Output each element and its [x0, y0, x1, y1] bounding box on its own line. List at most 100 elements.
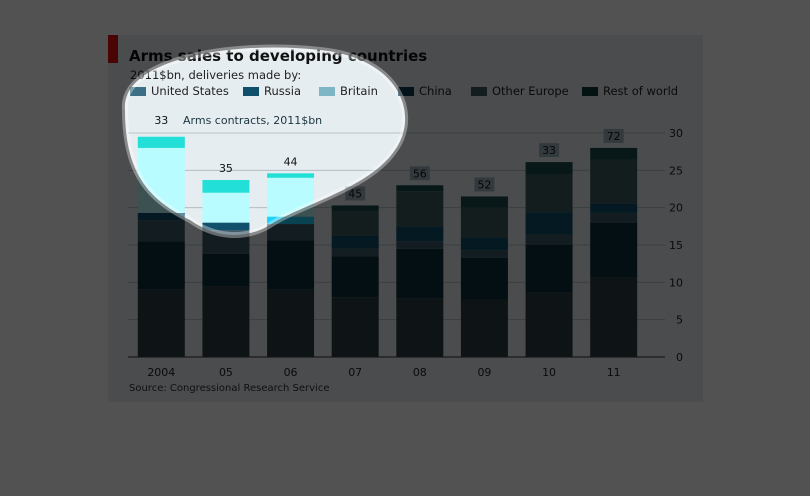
bar-segment-other-europe [396, 248, 444, 299]
legend-swatch [471, 87, 487, 96]
bar-segment-rest-of-world [460, 299, 508, 357]
bar-segment-russia [137, 147, 185, 213]
bar-segment-russia [202, 192, 250, 223]
bar-segment-united-states [525, 162, 573, 175]
legend: United States Russia Britain China Other Eur… [130, 84, 690, 99]
bar-segment-britain [525, 212, 573, 235]
x-tick-label: 08 [413, 366, 427, 379]
bar-segment-china [525, 234, 573, 245]
bar-segment-rest-of-world [525, 292, 573, 357]
bar-segment-other-europe [331, 256, 379, 298]
y-tick-label: 10 [669, 276, 683, 289]
y-tick-label: 25 [669, 164, 683, 177]
contract-value-label: 35 [219, 162, 233, 175]
x-tick-label: 06 [284, 366, 298, 379]
x-tick-label: 10 [542, 366, 556, 379]
bar-segment-britain [202, 222, 250, 231]
bar-segment-russia [590, 159, 638, 204]
bar-segment-china [331, 248, 379, 257]
y-tick-label: 0 [676, 351, 683, 364]
legend-swatch [319, 87, 335, 96]
bar-segment-china [202, 230, 250, 254]
bar-stack-05 [202, 180, 250, 357]
bar-segment-united-states [460, 196, 508, 208]
bar-segment-russia [331, 211, 379, 236]
bar-segment-other-europe [460, 257, 508, 300]
bar-segment-other-europe [590, 222, 638, 278]
contract-value-label: 72 [607, 130, 621, 143]
legend-label: United States [151, 84, 229, 98]
chart-title: Arms sales to developing countries [129, 47, 428, 65]
source-note: Source: Congressional Research Service [129, 383, 330, 394]
legend-swatch [243, 87, 259, 96]
bar-segment-china [396, 241, 444, 249]
bar-stack-11 [590, 147, 638, 357]
legend-label: Britain [340, 84, 378, 98]
bar-stack-07 [331, 205, 379, 357]
contract-value-label: 33 [154, 114, 168, 127]
contract-value-label: 56 [413, 167, 427, 180]
chart-subtitle: 2011$bn, deliveries made by: [130, 68, 302, 82]
x-axis-labels: 2004 05 06 07 08 09 10 11 [147, 366, 620, 379]
legend-swatch [582, 87, 598, 96]
y-axis-tick-labels: 0 5 10 15 20 25 30 [669, 127, 683, 364]
bar-segment-united-states [396, 185, 444, 192]
legend-label: Rest of world [603, 84, 679, 98]
bar-segment-united-states [202, 180, 250, 193]
bar-segment-china [267, 224, 315, 241]
x-tick-label: 07 [348, 366, 362, 379]
y-tick-label: 20 [669, 202, 683, 215]
bar-segment-britain [137, 212, 185, 221]
bar-segment-china [460, 250, 508, 258]
bar-segment-russia [267, 177, 315, 217]
bar-stack-10 [525, 162, 573, 357]
bar-segment-rest-of-world [137, 289, 185, 357]
bar-segment-united-states [331, 205, 379, 212]
bar-segment-united-states [137, 136, 185, 148]
contract-value-label: 44 [284, 155, 298, 168]
y-tick-label: 5 [676, 314, 683, 327]
bar-stack-2004 [137, 136, 185, 357]
bar-segment-other-europe [525, 245, 573, 293]
contract-value-label: 33 [542, 144, 556, 157]
bar-segment-united-states [590, 147, 638, 160]
y-tick-label: 15 [669, 239, 683, 252]
legend-label: Other Europe [492, 84, 569, 98]
bar-segment-other-europe [267, 240, 315, 290]
bar-segment-russia [525, 174, 573, 213]
bar-segment-britain [590, 203, 638, 213]
bar-segment-russia [396, 191, 444, 227]
bar-segment-rest-of-world [590, 277, 638, 357]
bar-stack-08 [396, 185, 444, 357]
bar-segment-other-europe [202, 253, 250, 287]
bar-segment-rest-of-world [267, 289, 315, 357]
legend-label: Russia [264, 84, 301, 98]
bar-segment-britain [331, 235, 379, 249]
bar-segment-china [590, 212, 638, 223]
bar-segment-britain [267, 216, 315, 225]
bar-segment-rest-of-world [396, 298, 444, 357]
bar-stack-09 [460, 196, 508, 357]
contract-value-label: 45 [348, 187, 362, 200]
y-tick-label: 30 [669, 127, 683, 140]
legend-label: China [419, 84, 452, 98]
contract-value-label: 52 [477, 178, 491, 191]
x-tick-label: 05 [219, 366, 233, 379]
x-tick-label: 2004 [147, 366, 175, 379]
legend-swatch [398, 87, 414, 96]
bar-segment-rest-of-world [331, 297, 379, 357]
bar-stacks [137, 136, 638, 357]
bar-segment-china [137, 220, 185, 242]
bar-stack-06 [267, 173, 315, 357]
bar-segment-russia [460, 207, 508, 238]
bar-segment-britain [460, 237, 508, 251]
contracts-heading: Arms contracts, 2011$bn [183, 114, 322, 127]
bar-segment-britain [396, 226, 444, 242]
x-tick-label: 09 [477, 366, 491, 379]
bar-segment-united-states [267, 173, 315, 178]
x-tick-label: 11 [607, 366, 621, 379]
bar-segment-other-europe [137, 241, 185, 290]
legend-swatch [130, 87, 146, 96]
bar-segment-rest-of-world [202, 286, 250, 357]
